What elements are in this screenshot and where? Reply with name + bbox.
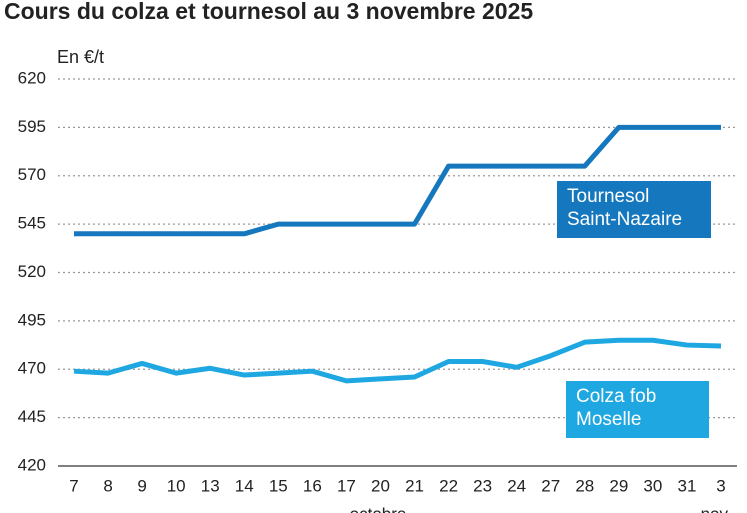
y-tick-label: 570 xyxy=(18,165,46,184)
y-tick-label: 545 xyxy=(18,214,46,233)
y-tick-label: 595 xyxy=(18,117,46,136)
y-tick-label: 495 xyxy=(18,310,46,329)
x-tick-label: 3 xyxy=(716,476,725,495)
x-tick-label: 15 xyxy=(269,476,288,495)
series-label: Tournesol Saint-Nazaire xyxy=(557,181,711,238)
x-tick-label: 16 xyxy=(303,476,322,495)
x-tick-label: 10 xyxy=(167,476,186,495)
x-tick-label: 30 xyxy=(643,476,662,495)
y-tick-label: 620 xyxy=(18,68,46,87)
line xyxy=(73,337,722,384)
y-tick-label: 470 xyxy=(18,359,46,378)
x-tick-label: 7 xyxy=(69,476,78,495)
x-tick-label: 31 xyxy=(677,476,696,495)
line xyxy=(74,124,721,237)
y-tick-label: 520 xyxy=(18,262,46,281)
x-tick-label: 23 xyxy=(473,476,492,495)
x-tick-label: 9 xyxy=(137,476,146,495)
series-label: Colza fob Moselle xyxy=(566,381,709,438)
x-tick-label: 17 xyxy=(337,476,356,495)
x-tick-label: 27 xyxy=(541,476,560,495)
x-tick-label: 13 xyxy=(201,476,220,495)
x-tick-label: 8 xyxy=(103,476,112,495)
x-group-label: octobre xyxy=(350,504,407,513)
x-tick-label: 29 xyxy=(609,476,628,495)
x-tick-label: 28 xyxy=(575,476,594,495)
y-axis-label: En €/t xyxy=(57,47,104,67)
y-tick-label: 445 xyxy=(18,407,46,426)
x-group-label: nov. xyxy=(701,504,732,513)
chart-title: Cours du colza et tournesol au 3 novembr… xyxy=(4,0,533,24)
x-tick-label: 24 xyxy=(507,476,526,495)
y-tick-label: 420 xyxy=(18,455,46,474)
x-tick-label: 14 xyxy=(235,476,254,495)
x-tick-label: 22 xyxy=(439,476,458,495)
x-tick-label: 20 xyxy=(371,476,390,495)
x-tick-label: 21 xyxy=(405,476,424,495)
